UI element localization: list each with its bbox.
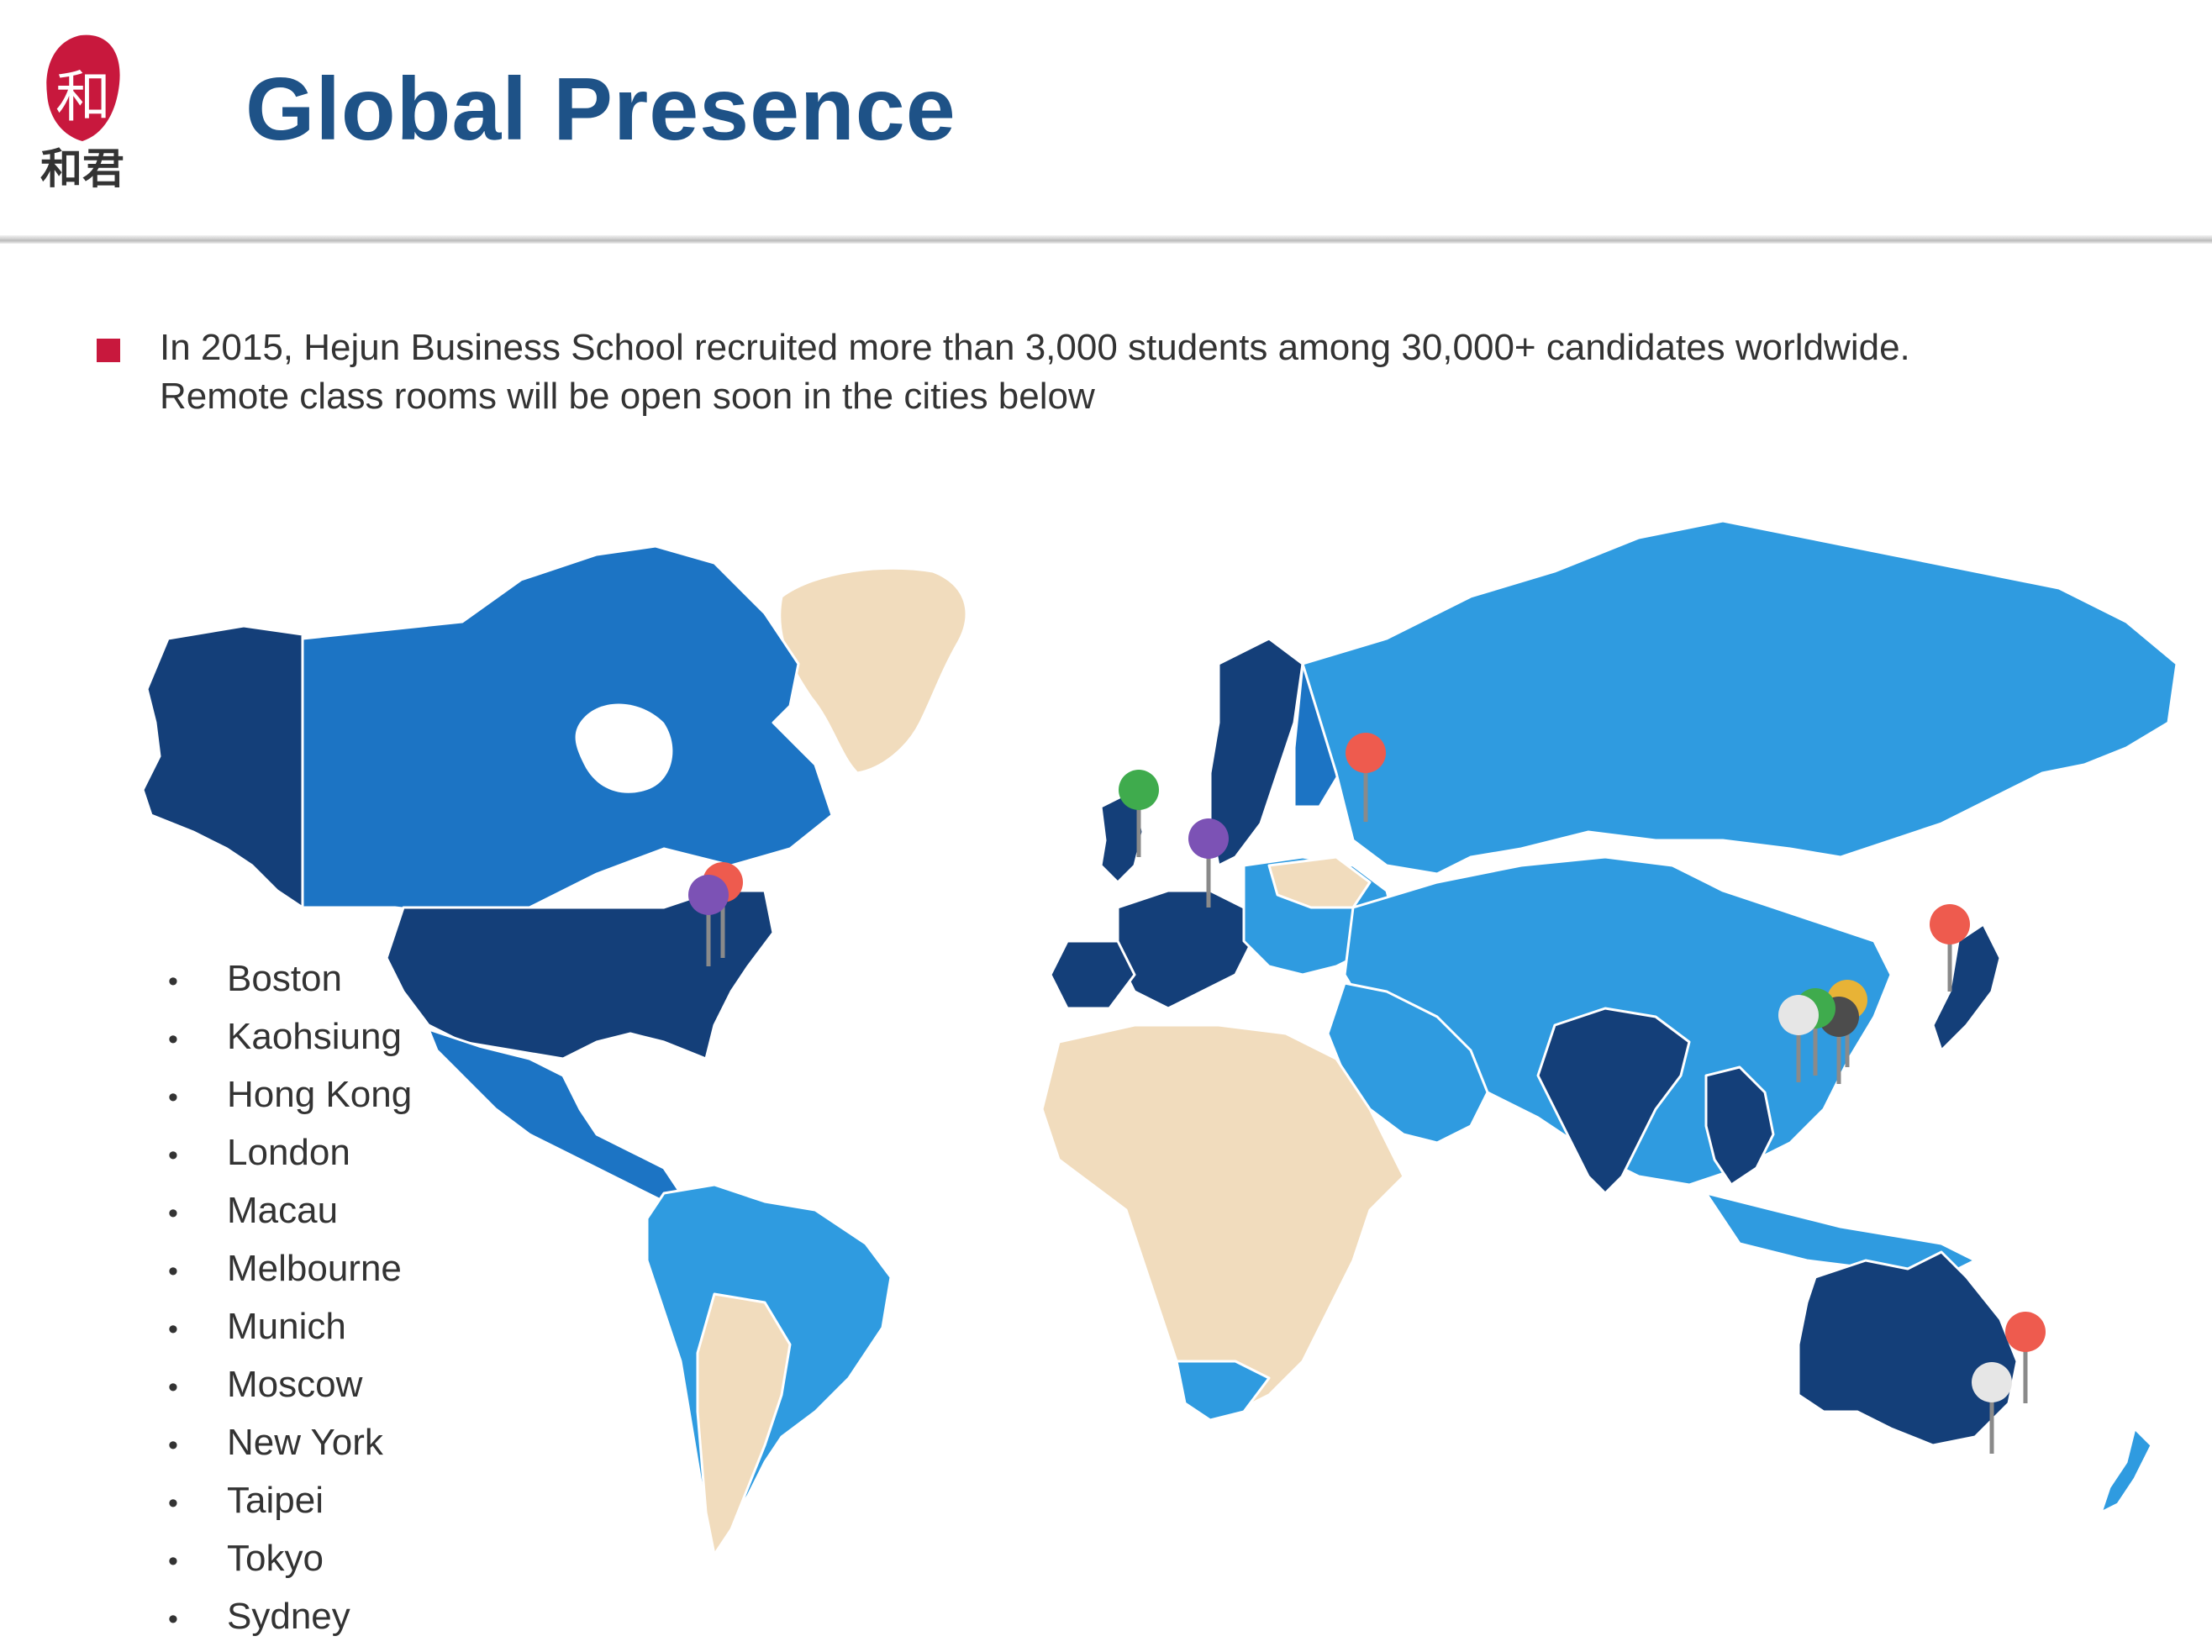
bullet-icon: • <box>168 1545 178 1577</box>
region-hudson-bay <box>575 703 673 793</box>
city-list-item: • Kaohsiung <box>168 1008 412 1065</box>
intro-line-1: In 2015, Hejun Business School recruited… <box>160 327 1910 368</box>
hejun-logo: 和 和君 <box>40 34 124 192</box>
region-western-europe <box>1116 889 1254 1010</box>
city-name: Tokyo <box>227 1538 324 1579</box>
city-name: Melbourne <box>227 1248 402 1289</box>
logo-seal-glyph: 和 <box>55 65 111 129</box>
region-layer <box>141 519 2178 1556</box>
city-list: • Boston • Kaohsiung • Hong Kong • London • Macau… <box>168 950 412 1645</box>
bullet-icon: • <box>168 1487 178 1519</box>
region-indonesia <box>1704 1192 1977 1279</box>
header-divider <box>0 235 2212 244</box>
region-greenland <box>778 566 968 775</box>
city-list-item: • Melbourne <box>168 1239 412 1297</box>
region-scandinavia <box>1209 637 1304 867</box>
bullet-icon: • <box>168 1371 178 1403</box>
square-bullet-icon <box>97 339 120 362</box>
region-japan <box>1931 923 2002 1052</box>
bullet-icon: • <box>168 1081 178 1113</box>
region-india <box>1536 1007 1691 1195</box>
bullet-icon: • <box>168 1255 178 1287</box>
region-africa <box>1040 1023 1405 1413</box>
region-canada <box>301 545 834 918</box>
region-iberia <box>1049 939 1136 1010</box>
pin-melbourne[interactable] <box>1972 1362 2012 1454</box>
region-alaska <box>141 624 304 909</box>
city-list-item: • Moscow <box>168 1355 412 1413</box>
city-name: New York <box>227 1422 383 1463</box>
pin-london[interactable] <box>1119 770 1159 857</box>
city-list-item: • Munich <box>168 1297 412 1355</box>
city-name: Macau <box>227 1190 339 1231</box>
bullet-icon: • <box>168 1313 178 1345</box>
pin-tokyo[interactable] <box>1930 904 1970 992</box>
world-map <box>141 519 2178 1556</box>
pin-macau[interactable] <box>1778 995 1819 1082</box>
city-list-item: • Taipei <box>168 1471 412 1529</box>
city-list-item: • London <box>168 1123 412 1181</box>
logo-seal-icon <box>46 34 120 141</box>
region-russia <box>1301 519 2178 876</box>
region-argentina <box>696 1292 792 1556</box>
bullet-icon: • <box>168 1429 178 1461</box>
logo-text: 和君 <box>40 144 124 192</box>
region-south-africa <box>1175 1360 1271 1422</box>
intro-text: In 2015, Hejun Business School recruited… <box>160 324 2160 421</box>
city-name: London <box>227 1132 350 1173</box>
city-list-item: • Sydney <box>168 1587 412 1645</box>
bullet-icon: • <box>168 1139 178 1171</box>
city-name: Kaohsiung <box>227 1016 402 1057</box>
city-name: Boston <box>227 958 342 999</box>
city-name: Sydney <box>227 1596 350 1637</box>
city-list-item: • Hong Kong <box>168 1065 412 1123</box>
city-list-item: • New York <box>168 1413 412 1471</box>
region-new-zealand <box>2099 1427 2153 1514</box>
city-list-item: • Boston <box>168 950 412 1008</box>
pin-layer <box>688 733 2046 1454</box>
city-name: Moscow <box>227 1364 363 1405</box>
region-southeast-asia <box>1704 1065 1775 1186</box>
pin-new-york[interactable] <box>688 875 729 966</box>
bullet-icon: • <box>168 1603 178 1635</box>
city-name: Taipei <box>227 1480 324 1521</box>
region-australia <box>1797 1250 2019 1447</box>
pin-sydney[interactable] <box>2005 1312 2046 1403</box>
city-name: Hong Kong <box>227 1074 413 1115</box>
bullet-icon: • <box>168 1197 178 1229</box>
page-title: Global Presence <box>245 60 956 159</box>
pin-munich[interactable] <box>1188 818 1229 908</box>
pin-moscow[interactable] <box>1346 733 1386 822</box>
city-list-item: • Macau <box>168 1181 412 1239</box>
intro-block: In 2015, Hejun Business School recruited… <box>92 324 2160 421</box>
bullet-icon: • <box>168 965 178 997</box>
city-name: Munich <box>227 1306 346 1347</box>
intro-line-2: Remote class rooms will be open soon in … <box>160 376 1095 417</box>
bullet-icon: • <box>168 1023 178 1055</box>
city-list-item: • Tokyo <box>168 1529 412 1587</box>
